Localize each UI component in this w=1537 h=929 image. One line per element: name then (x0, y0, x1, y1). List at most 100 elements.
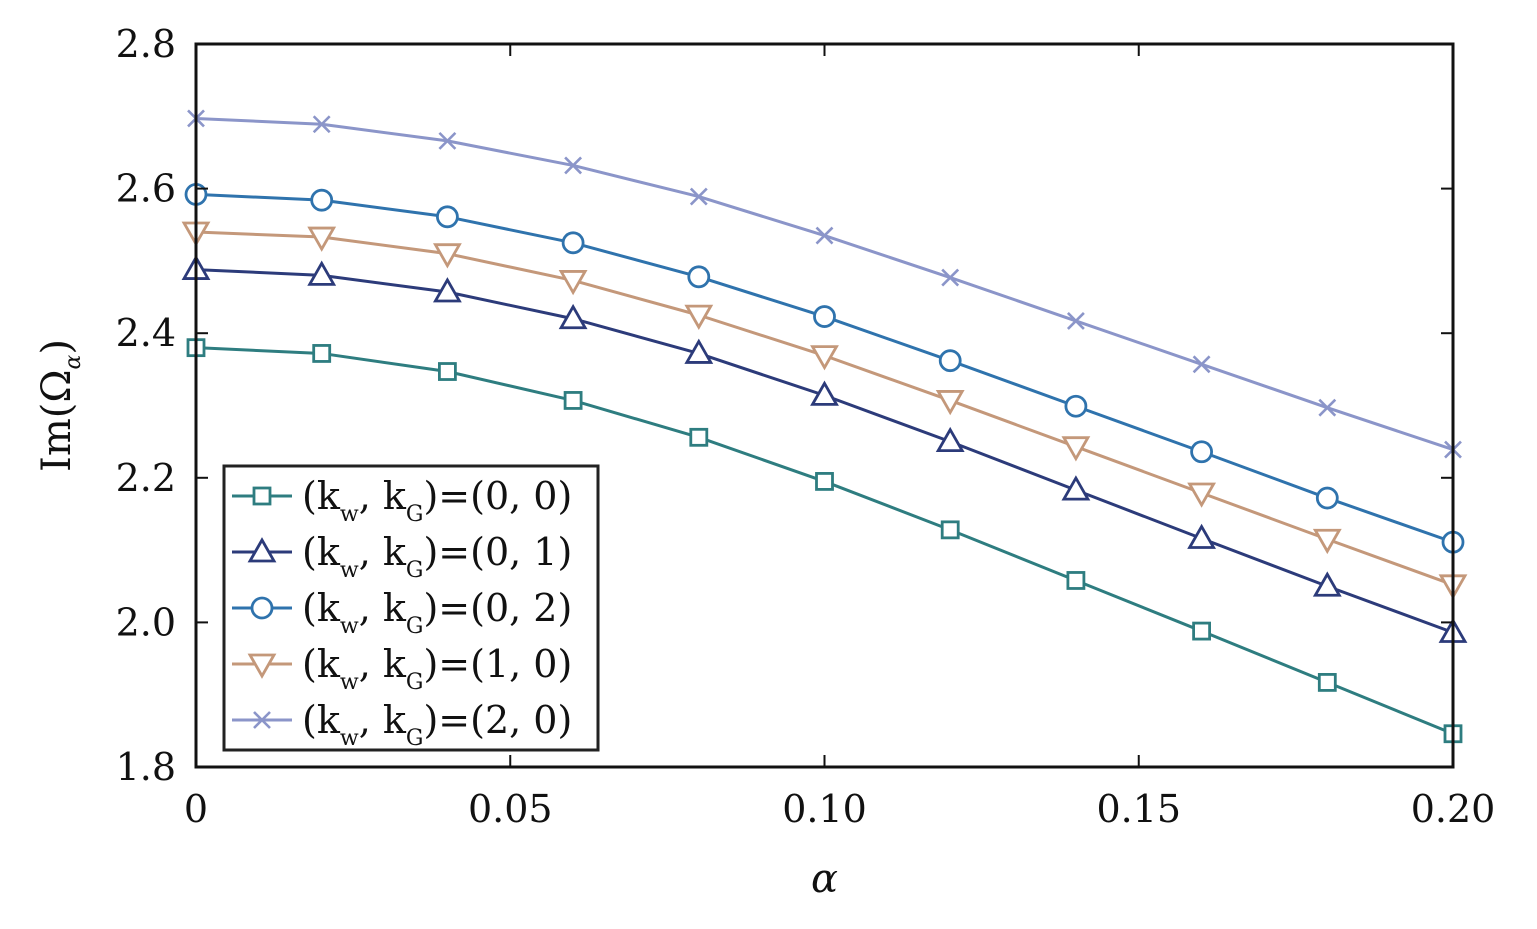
series-4-point-1 (312, 115, 331, 134)
legend-label-1: (kw, kG)=(0, 1) (302, 530, 572, 583)
legend-entry-1: (kw, kG)=(0, 1) (232, 530, 572, 583)
series-0-point-5 (815, 472, 834, 491)
series-1-point-7 (1061, 475, 1091, 501)
series-3-point-8 (1187, 482, 1217, 508)
x-tick-label-4: 0.20 (1411, 787, 1496, 831)
series-0-point-3 (563, 391, 583, 410)
series-3-point-2 (432, 243, 462, 269)
series-4-point-2 (438, 131, 457, 150)
series-4 (187, 109, 1462, 459)
y-axis-label-sub: α (61, 354, 86, 369)
legend-label-1-name_sub1: w (340, 558, 359, 583)
series-0-point-6 (940, 520, 960, 540)
legend-marker-0 (252, 486, 272, 506)
legend-label-0-name_prefix: (k (302, 474, 341, 518)
legend-label-3: (kw, kG)=(1, 0) (302, 642, 572, 695)
series-2-point-7 (1064, 394, 1088, 418)
series-4-point-4 (689, 187, 708, 206)
legend-label-2-name_prefix: (k (302, 586, 341, 630)
series-0-point-9 (1317, 673, 1337, 692)
y-axis-label-main: Im(Ω (34, 369, 80, 472)
legend-label-2: (kw, kG)=(0, 2) (302, 586, 572, 639)
legend-label-2-name_sub1: w (340, 614, 359, 639)
series-3-point-3 (558, 270, 588, 296)
legend-label-3-name_sub2: G (406, 670, 424, 695)
legend-label-0-name_sub1: w (340, 502, 359, 527)
y-tick-label-5: 2.8 (116, 22, 176, 66)
legend-label-0-name_sub2: G (406, 502, 424, 527)
series-2 (184, 182, 1465, 554)
x-tick-label-2: 0.10 (782, 787, 867, 831)
series-layer (181, 109, 1468, 744)
y-tick-label-4: 2.6 (116, 167, 176, 211)
y-tick-label-3: 2.4 (116, 311, 176, 355)
series-4-point-7 (1066, 311, 1085, 330)
legend-label-1-name_sub2: G (406, 558, 424, 583)
legend-label-3-name_mid: , k (359, 642, 407, 686)
series-3 (181, 221, 1468, 600)
series-2-point-8 (1190, 440, 1213, 464)
legend-label-3-name_prefix: (k (302, 642, 341, 686)
legend-marker-1 (247, 537, 277, 563)
series-3-point-6 (935, 390, 965, 416)
series-2-point-9 (1315, 486, 1339, 510)
legend-label-4-name_mid: , k (359, 698, 407, 742)
legend-label-4-name_sub2: G (406, 726, 424, 751)
series-2-point-5 (813, 305, 836, 328)
legend-entry-4: (kw, kG)=(2, 0) (232, 698, 572, 751)
series-1-point-1 (307, 260, 337, 286)
legend-label-4-name_sub1: w (340, 726, 359, 751)
series-4-point-9 (1318, 398, 1337, 417)
legend-label-4-name_prefix: (k (302, 698, 341, 742)
legend-label-1-name_prefix: (k (302, 530, 341, 574)
series-1-point-8 (1187, 523, 1217, 549)
legend-label-0-name_mid: , k (359, 474, 407, 518)
legend-label-2-name_suffix: )=(0, 2) (423, 586, 572, 630)
x-tick-label-0: 0 (184, 787, 208, 831)
series-3-point-4 (684, 304, 714, 330)
series-1-point-3 (558, 303, 588, 330)
y-tick-label-2: 2.2 (116, 456, 176, 500)
series-0 (186, 338, 1463, 744)
series-2-point-1 (310, 188, 334, 212)
series-1-point-5 (810, 380, 839, 406)
x-axis-label: α (811, 856, 838, 902)
legend-label-1-name_suffix: )=(0, 1) (423, 530, 572, 574)
series-1-point-6 (935, 426, 965, 453)
series-0-point-4 (689, 427, 709, 447)
legend-label-4: (kw, kG)=(2, 0) (302, 698, 572, 751)
series-2-point-2 (435, 205, 459, 229)
legend-marker-4 (253, 711, 271, 729)
legend-marker-2 (250, 596, 274, 620)
legend-label-1-name_mid: , k (359, 530, 407, 574)
y-tick-label-1: 2.0 (116, 600, 176, 644)
series-1 (181, 254, 1468, 643)
series-1-point-9 (1312, 571, 1342, 597)
legend-label-0: (kw, kG)=(0, 0) (302, 474, 572, 527)
legend-label-3-name_sub1: w (340, 670, 359, 695)
legend-box (222, 464, 600, 752)
series-0-point-8 (1192, 621, 1211, 641)
legend-label-0-name_suffix: )=(0, 0) (423, 474, 572, 518)
series-4-point-5 (815, 226, 834, 245)
y-axis-label-close: ) (34, 339, 80, 355)
series-3-point-1 (307, 226, 337, 252)
series-4-point-8 (1192, 355, 1211, 374)
series-0-point-1 (312, 344, 332, 363)
y-axis-label: Im(Ωα) (34, 339, 86, 472)
legend-label-2-name_mid: , k (359, 586, 407, 630)
legend-entry-2: (kw, kG)=(0, 2) (232, 586, 572, 639)
legend-entry-0: (kw, kG)=(0, 0) (232, 474, 572, 527)
series-2-point-6 (938, 349, 962, 373)
series-2-point-4 (687, 265, 711, 289)
series-2-point-3 (561, 231, 585, 255)
series-0-point-7 (1066, 571, 1086, 590)
ticks-layer: 0 0.05 0.10 0.15 0.20 1.8 2.0 2.2 2.4 2.6 2.8 (116, 22, 1496, 831)
series-0-point-2 (437, 362, 457, 381)
x-tick-label-3: 0.15 (1096, 787, 1181, 831)
y-tick-label-0: 1.8 (116, 745, 176, 789)
series-1-point-2 (432, 277, 462, 303)
legend-entry-3: (kw, kG)=(1, 0) (232, 642, 572, 695)
legend-marker-3 (247, 653, 277, 679)
